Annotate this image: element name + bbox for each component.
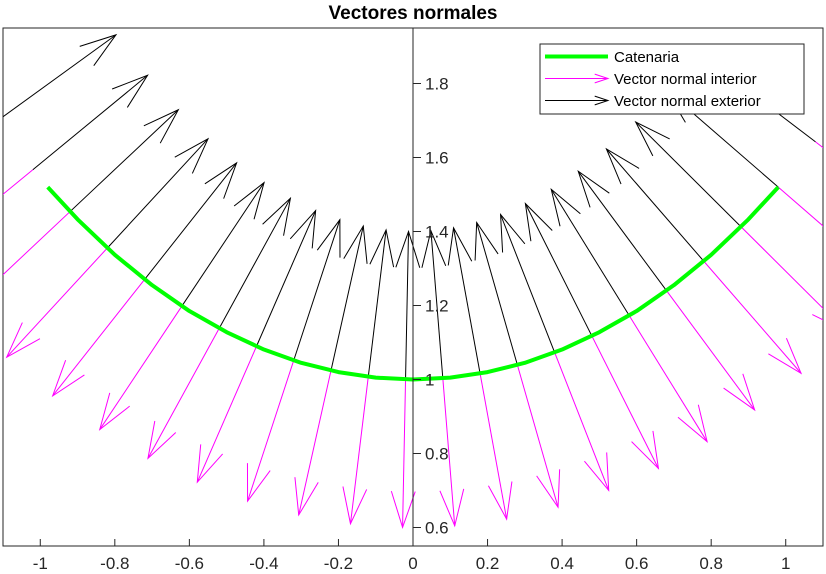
interior-normal-vector-14 xyxy=(479,373,513,521)
interior-normal-vector-6 xyxy=(98,305,183,431)
interior-normal-vector-11 xyxy=(342,376,369,526)
exterior-normal-vector-20 xyxy=(605,147,705,262)
x-tick-label: 0.2 xyxy=(476,554,500,573)
exterior-normal-vector-13 xyxy=(421,229,447,379)
exterior-normal-vector-15 xyxy=(474,220,518,366)
interior-normal-vector-12 xyxy=(390,379,416,529)
exterior-normal-vector-7 xyxy=(218,196,292,329)
y-tick-label: 1.4 xyxy=(425,223,449,242)
interior-normal-vector-4 xyxy=(5,247,108,359)
interior-normal-vector-22 xyxy=(777,186,823,227)
exterior-normal-vector-4 xyxy=(106,137,210,249)
interior-normal-vector-13 xyxy=(439,378,465,528)
interior-normal-vector-16 xyxy=(554,352,610,492)
chart-title: Vectores normales xyxy=(329,3,498,24)
interior-normal-vector-18 xyxy=(628,315,708,444)
legend-label-interior: Vector normal interior xyxy=(614,71,757,88)
x-tick-label: 0.8 xyxy=(699,554,723,573)
y-tick-label: 0.6 xyxy=(425,519,449,538)
exterior-normal-vector-16 xyxy=(499,213,556,353)
legend-arrow-interior xyxy=(545,73,610,84)
exterior-normal-vector-10 xyxy=(330,224,368,371)
exterior-normal-vector-9 xyxy=(293,218,341,361)
legend-swatch-interior xyxy=(545,73,610,84)
y-tick-label: 1.8 xyxy=(425,75,449,94)
interior-normal-vector-7 xyxy=(147,328,220,460)
interior-normal-vector-8 xyxy=(196,346,257,484)
y-tick-label: 1.6 xyxy=(425,149,449,168)
exterior-normal-vector-19 xyxy=(577,169,667,291)
exterior-normal-vector-14 xyxy=(447,226,481,374)
interior-normal-vector-19 xyxy=(666,290,756,412)
exterior-normal-vector-21 xyxy=(634,120,742,228)
x-tick-label: -0.4 xyxy=(249,554,278,573)
legend: Catenaria Vector normal interior Vector … xyxy=(539,43,805,115)
exterior-normal-vector-3 xyxy=(69,108,180,212)
y-tick-label: 1.2 xyxy=(425,297,449,316)
interior-normal-vector-15 xyxy=(516,364,561,509)
interior-normal-vector-2 xyxy=(3,169,34,195)
interior-normal-vector-9 xyxy=(246,360,295,503)
legend-arrow-exterior xyxy=(545,95,610,106)
x-tick-label: 1 xyxy=(781,554,790,573)
interior-normal-vector-5 xyxy=(51,279,146,398)
exterior-normal-vector-1 xyxy=(3,33,118,118)
x-tick-label: -0.6 xyxy=(175,554,204,573)
x-tick-label: -0.2 xyxy=(324,554,353,573)
interior-normal-vector-20 xyxy=(703,260,803,375)
x-tick-label: 0.4 xyxy=(550,554,574,573)
exterior-normal-vector-17 xyxy=(524,202,593,337)
x-tick-label: -0.8 xyxy=(100,554,129,573)
interior-normal-vector-21 xyxy=(740,226,823,321)
exterior-normal-vector-12 xyxy=(395,229,421,380)
legend-swatch-exterior xyxy=(545,95,610,106)
exterior-normal-vector-11 xyxy=(367,228,395,377)
interior-vectors-layer xyxy=(3,141,823,529)
exterior-normal-vector-5 xyxy=(144,161,238,280)
exterior-vectors-layer xyxy=(3,33,816,380)
y-tick-label: 0.8 xyxy=(425,445,449,464)
axes-layer: 0.6 0.8 1 1.2 1.4 1.6 1.8 -1 -0.8 -0.6 -0.4 -0.2 0 0.… xyxy=(33,28,790,573)
exterior-normal-vector-6 xyxy=(181,181,265,307)
exterior-normal-vector-8 xyxy=(255,209,317,347)
x-tick-label: 0 xyxy=(408,554,417,573)
interior-normal-vector-10 xyxy=(294,370,332,517)
legend-label-catenaria: Catenaria xyxy=(614,49,680,66)
y-tick-label: 1 xyxy=(425,371,434,390)
x-tick-label: -1 xyxy=(33,554,48,573)
exterior-normal-vector-2 xyxy=(32,74,149,171)
x-tick-label: 0.6 xyxy=(625,554,649,573)
exterior-normal-vector-18 xyxy=(550,187,630,316)
interior-normal-vector-3 xyxy=(3,211,71,276)
legend-label-exterior: Vector normal exterior xyxy=(614,93,761,110)
interior-normal-vector-17 xyxy=(591,335,660,470)
